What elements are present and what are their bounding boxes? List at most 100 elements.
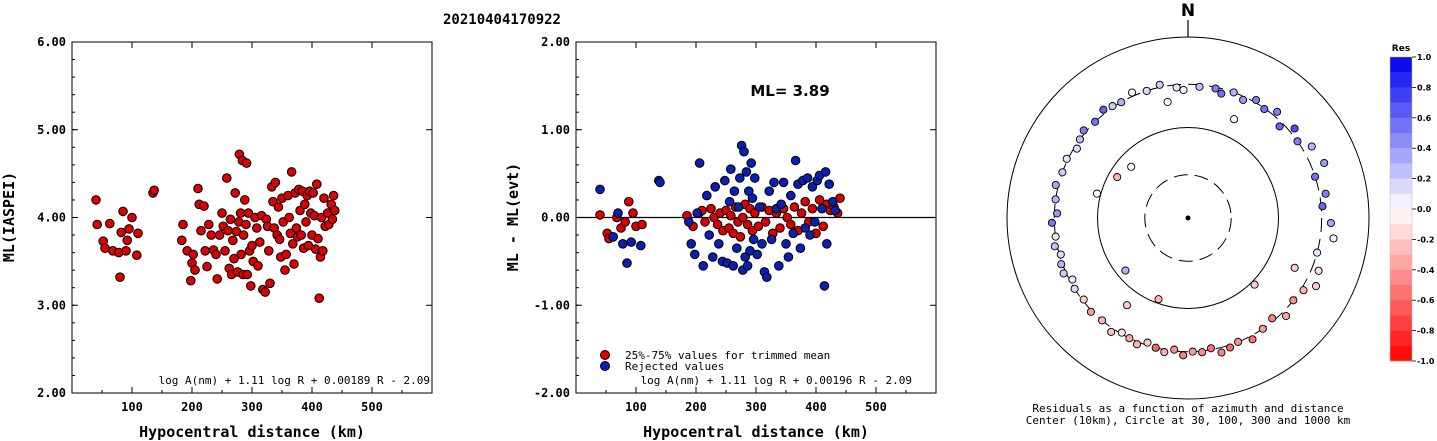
station-marker: [1155, 80, 1164, 89]
data-point: [724, 196, 735, 207]
y-tick-label: 1.00: [541, 123, 570, 137]
station-marker: [1051, 232, 1060, 241]
data-point: [253, 261, 263, 271]
data-point: [289, 259, 299, 269]
data-point: [820, 167, 831, 177]
data-point: [788, 228, 799, 239]
distance-ring: [1097, 127, 1279, 309]
legend-used-label: 25%-75% values for trimmed mean: [625, 349, 830, 362]
station-marker: [1230, 115, 1239, 124]
data-point: [726, 164, 736, 174]
x-tick-label: 200: [181, 400, 203, 414]
colorbar-tick-label: 0.8: [1417, 83, 1432, 92]
station-marker: [1059, 269, 1068, 278]
station-marker: [1143, 338, 1152, 347]
colorbar-tick-label: -0.2: [1417, 235, 1435, 244]
data-point: [246, 281, 256, 291]
x-tick-label: 400: [805, 400, 827, 414]
data-point: [637, 219, 647, 230]
station-marker: [1293, 137, 1302, 146]
data-point: [796, 208, 807, 218]
points-group: [91, 149, 340, 304]
ml-annotation: ML= 3.89: [750, 82, 829, 100]
colorbar-cell: [1390, 224, 1412, 240]
station-marker: [1217, 89, 1226, 98]
data-point: [265, 278, 275, 289]
data-point: [212, 274, 222, 284]
station-marker: [1252, 95, 1261, 105]
x-tick-label: 500: [865, 400, 887, 414]
data-point: [732, 243, 742, 253]
data-point: [115, 272, 125, 283]
data-point: [92, 219, 102, 230]
colorbar-cell: [1390, 330, 1412, 347]
colorbar-tick-label: -0.8: [1417, 327, 1435, 336]
caption-line-2: Center (10km), Circle at 30, 100, 300 an…: [1026, 414, 1351, 427]
data-point: [199, 201, 209, 211]
data-point: [613, 208, 623, 218]
data-point: [753, 221, 764, 232]
station-marker: [1099, 105, 1108, 114]
data-point: [243, 208, 254, 218]
data-point: [708, 252, 718, 262]
legend-rejected-marker: [600, 361, 610, 371]
station-marker: [1281, 311, 1291, 321]
tick-group: 100 200 300 400 500 2.00 3.00 4.00 5.00 6.00: [37, 35, 432, 414]
data-point: [301, 217, 311, 227]
data-point: [241, 219, 251, 230]
colorbar-tick-label: 0.4: [1417, 144, 1432, 153]
data-point: [739, 146, 749, 157]
data-point: [746, 158, 757, 168]
station-marker: [1051, 195, 1060, 204]
colorbar-ticks: 1.0 0.8 0.6 0.4 0.2 0.0 -0.2 -0.4 -0.6 -0.8 -1.0: [1412, 53, 1435, 366]
x-axis-label: Hypocentral distance (km): [139, 423, 365, 441]
data-point: [178, 219, 188, 230]
station-marker: [1179, 85, 1188, 95]
station-marker: [1098, 316, 1107, 325]
station-marker: [1160, 348, 1169, 357]
station-marker: [1195, 82, 1204, 91]
colorbar-cell: [1390, 345, 1412, 362]
data-point: [105, 218, 115, 229]
data-point: [230, 188, 240, 198]
station-marker: [1273, 107, 1282, 116]
data-point: [692, 208, 703, 218]
data-point: [769, 177, 779, 188]
data-point: [712, 219, 723, 230]
data-point: [762, 272, 772, 283]
colorbar-cell: [1390, 133, 1412, 149]
x-tick-label: 100: [121, 400, 143, 414]
station-marker: [1289, 296, 1298, 305]
data-point: [752, 249, 763, 260]
data-point: [824, 179, 835, 189]
data-point: [225, 214, 236, 225]
data-point: [280, 265, 290, 275]
colorbar-cell: [1390, 315, 1412, 331]
colorbar-cell: [1390, 178, 1412, 195]
colorbar-cell: [1390, 209, 1412, 225]
data-point: [206, 230, 216, 240]
data-point: [764, 186, 775, 196]
data-point: [817, 203, 827, 214]
data-point: [781, 239, 791, 249]
data-point: [710, 182, 721, 192]
data-point: [177, 235, 187, 246]
y-tick-label: 0.00: [541, 211, 570, 225]
data-point: [328, 190, 339, 201]
colorbar-tick-label: 0.0: [1417, 205, 1432, 214]
data-point: [300, 199, 310, 210]
station-marker: [1258, 324, 1267, 333]
data-point: [251, 223, 262, 233]
station-marker: [1321, 189, 1330, 198]
station-marker: [1239, 95, 1248, 104]
data-point: [229, 253, 239, 264]
data-point: [783, 252, 794, 262]
data-point: [805, 230, 815, 240]
data-point: [786, 190, 796, 201]
data-point: [273, 202, 284, 212]
station-marker: [1142, 86, 1151, 95]
data-point: [735, 173, 745, 183]
data-point: [595, 210, 605, 220]
data-point: [241, 158, 252, 168]
y-tick-label: -2.00: [534, 386, 570, 400]
